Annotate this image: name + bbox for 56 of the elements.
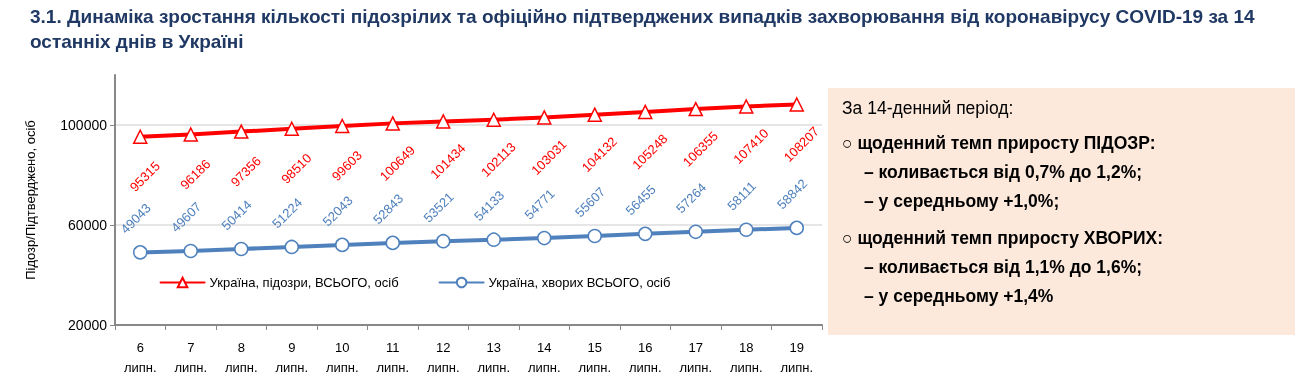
y-tick-label: 60000: [68, 217, 108, 233]
point: [385, 235, 400, 251]
x-tick-label: 12 липн.: [426, 339, 460, 375]
point: [385, 116, 400, 131]
y-tick-label: 100000: [60, 117, 108, 133]
point: [537, 110, 552, 125]
point: [284, 121, 299, 136]
x-tick-label: 9 липн.: [275, 339, 309, 375]
point: [284, 239, 299, 255]
point: [486, 112, 501, 127]
x-tick-label: 13 липн.: [477, 339, 511, 375]
x-tick-label: 15 липн.: [578, 339, 612, 375]
chart-title: 3.1. Динаміка зростання кількості підозрілих та офіційно підтверджених випадків захворювання від коронавірусу COVID-19 за 14 останніх днів в Україні: [30, 5, 1256, 54]
text: ○ щоденний темп приросту ХВОРИХ:: [842, 227, 1164, 250]
point: [789, 220, 804, 236]
point: [789, 97, 804, 112]
point: [688, 224, 703, 240]
text: ○ щоденний темп приросту ПІДОЗР:: [842, 132, 1157, 155]
legend-label: Україна, підозри, ВСЬОГО, осіб: [209, 275, 399, 290]
point: [739, 99, 754, 114]
x-tick-label: 18 липн.: [729, 339, 763, 375]
x-tick-label: 6 липн.: [123, 339, 157, 375]
x-tick-label: 10 липн.: [325, 339, 359, 375]
point: [688, 101, 703, 117]
legend-label: Україна, хворих ВСЬОГО, осіб: [488, 275, 671, 290]
point: [486, 232, 501, 247]
x-tick-label: 17 липн.: [679, 339, 713, 375]
y-axis-title: Підозр/Підтверджено, осіб: [23, 120, 38, 280]
point: [537, 230, 552, 246]
x-tick-label: 11 липн.: [376, 339, 410, 375]
point: [587, 107, 602, 122]
x-tick-label: 8 липн.: [224, 339, 258, 375]
text: – у середньому +1,4%: [863, 285, 1055, 308]
text: – коливається від 0,7% до 1,2%;: [863, 161, 1144, 184]
point: [133, 245, 148, 260]
x-tick-label: 19 липн.: [780, 339, 814, 375]
point: [335, 237, 350, 253]
point: [335, 118, 350, 134]
text: – у середньому +1,0%;: [863, 190, 1061, 213]
text: – коливається від 1,1% до 1,6%;: [863, 256, 1144, 279]
x-tick-label: 16 липн.: [628, 339, 662, 375]
point: [638, 226, 653, 242]
x-tick-label: 7 липн.: [174, 339, 208, 375]
point: [436, 114, 451, 129]
x-tick-label: 14 липн.: [527, 339, 561, 375]
text: За 14-денний період:: [842, 97, 1015, 120]
point: [234, 124, 249, 139]
point: [183, 243, 198, 259]
point: [183, 127, 198, 142]
point: [436, 233, 451, 249]
y-tick-label: 20000: [68, 317, 108, 333]
point: [739, 222, 754, 237]
point: [638, 104, 653, 120]
point: [133, 129, 148, 144]
point: [234, 241, 249, 257]
point: [587, 228, 602, 244]
